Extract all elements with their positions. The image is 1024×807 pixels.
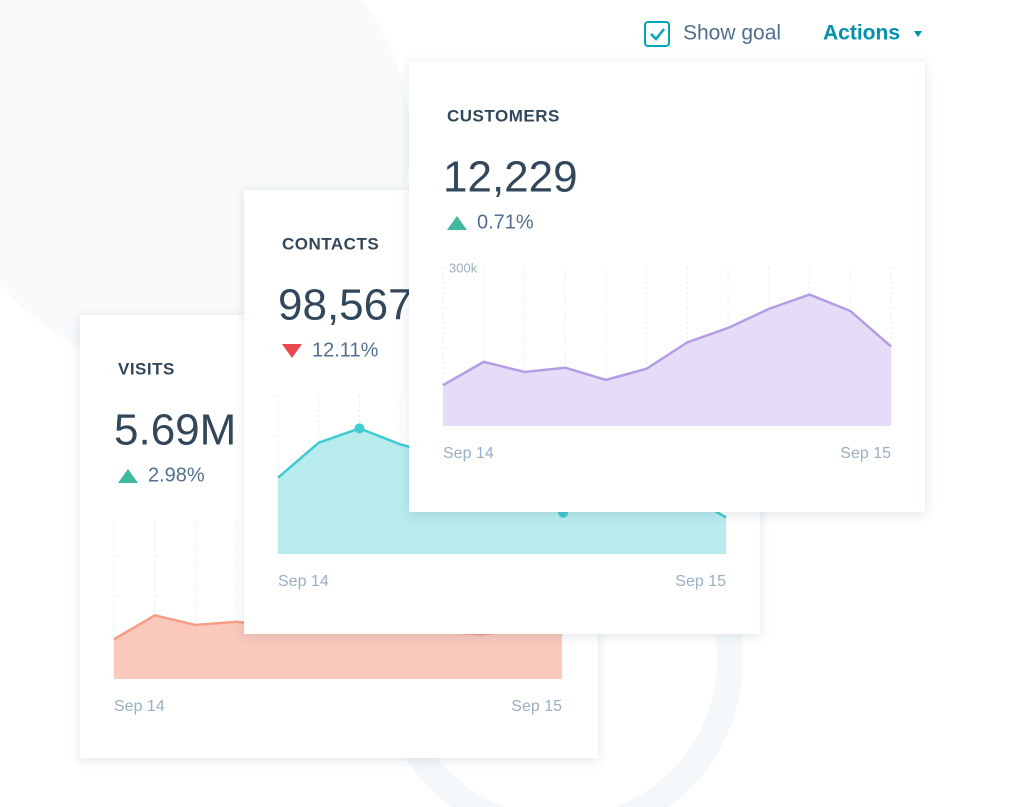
actions-menu[interactable]: Actions	[823, 22, 922, 45]
trend-down-icon	[282, 344, 302, 358]
point-marker	[354, 423, 365, 434]
show-goal-label[interactable]: Show goal	[683, 22, 781, 45]
actions-label[interactable]: Actions	[823, 22, 900, 45]
card-total: 5.69M	[114, 406, 236, 455]
card-change: 12.11%	[312, 339, 379, 361]
trend-up-icon	[118, 469, 138, 483]
caret	[914, 31, 922, 37]
metric-card: CUSTOMERS 12,229 0.71% 300k Sep 14 Sep 15	[409, 62, 925, 512]
card-title: CONTACTS	[282, 234, 379, 253]
trend-up-icon	[447, 216, 467, 230]
x-tick-label: Sep 14	[443, 445, 494, 462]
show-goal-toggle[interactable]: Show goal	[644, 21, 781, 47]
x-tick-label: Sep 15	[840, 445, 891, 462]
toolbar: Show goal Actions	[644, 21, 922, 47]
checkmark	[650, 28, 665, 41]
area-fill	[443, 294, 891, 426]
y-tick-label: 300k	[449, 260, 478, 275]
x-tick-label: Sep 15	[675, 573, 726, 590]
card-total: 12,229	[443, 153, 578, 202]
cards: VISITS 5.69M 2.98% Sep 14 Sep 15 CONTACTS 98,5…	[80, 62, 925, 758]
area-fill	[114, 615, 562, 679]
area-line	[442, 293, 892, 387]
x-tick-label: Sep 14	[278, 573, 329, 590]
x-tick-label: Sep 15	[511, 698, 562, 715]
card-total: 98,567	[278, 281, 413, 330]
card-change: 0.71%	[477, 211, 534, 233]
card-change: 2.98%	[148, 464, 205, 486]
card-title: CUSTOMERS	[447, 106, 560, 125]
card-background	[409, 62, 925, 512]
card-title: VISITS	[118, 359, 175, 378]
x-tick-label: Sep 14	[114, 698, 165, 715]
checkbox[interactable]	[644, 21, 670, 47]
